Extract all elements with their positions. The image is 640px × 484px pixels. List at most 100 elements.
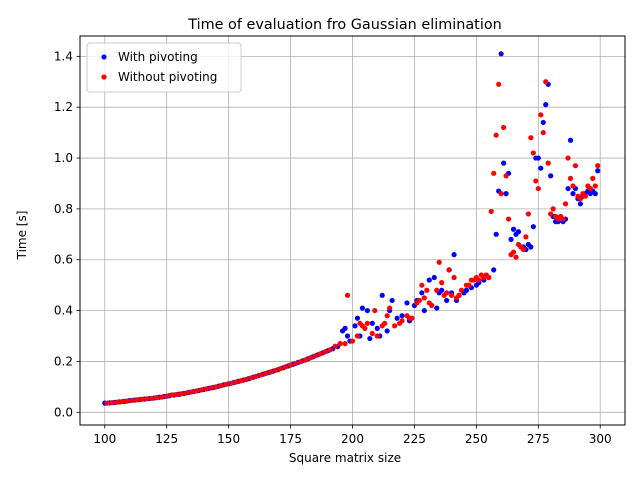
data-point [208, 385, 214, 391]
data-point [213, 384, 219, 390]
data-point [538, 112, 544, 118]
data-point [139, 396, 145, 402]
data-point [129, 397, 135, 403]
x-tick-label: 100 [93, 432, 116, 446]
data-point [394, 315, 400, 321]
data-point [466, 282, 472, 288]
data-point [491, 267, 497, 273]
data-point [535, 185, 541, 192]
data-point [362, 325, 368, 331]
data-point [565, 155, 571, 161]
data-point [287, 362, 294, 368]
data-point [364, 320, 370, 326]
data-point [434, 287, 440, 293]
data-point [292, 360, 299, 367]
data-point [565, 185, 571, 192]
x-tick-label: 200 [341, 432, 364, 446]
data-point [572, 163, 579, 169]
y-tick-label: 1.4 [54, 49, 73, 63]
data-point [426, 277, 432, 283]
data-point [570, 191, 576, 197]
data-point [510, 226, 517, 232]
data-point [278, 365, 284, 372]
data-point [342, 341, 348, 347]
data-point [268, 369, 274, 375]
data-point [416, 297, 422, 304]
data-point [134, 397, 140, 403]
data-point [188, 389, 195, 395]
data-points [102, 51, 601, 406]
data-point [444, 290, 450, 296]
data-point [424, 287, 430, 293]
data-point [543, 102, 549, 108]
data-point [592, 183, 598, 189]
data-point [124, 398, 130, 404]
data-point [530, 150, 536, 156]
data-point [384, 313, 390, 319]
data-point [491, 170, 497, 176]
data-point [577, 201, 584, 207]
y-axis-label: Time [s] [15, 211, 29, 261]
data-point [369, 320, 375, 326]
data-point [463, 287, 470, 293]
data-point [159, 394, 165, 400]
data-point [595, 163, 601, 169]
data-point [530, 224, 536, 230]
data-point [399, 318, 405, 324]
data-point [525, 211, 531, 217]
data-point [322, 349, 328, 355]
data-point [374, 333, 380, 339]
data-point [223, 381, 229, 387]
data-point [543, 79, 549, 85]
data-point [387, 305, 393, 311]
data-point [218, 382, 224, 389]
data-point [434, 305, 440, 311]
data-point [243, 376, 249, 383]
data-point [523, 234, 529, 240]
data-point [228, 380, 234, 386]
data-point [238, 378, 244, 384]
data-point [503, 191, 509, 197]
x-tick-label: 150 [217, 432, 240, 446]
legend-box [86, 42, 242, 93]
data-point [448, 292, 455, 298]
data-point [446, 267, 452, 273]
data-point [364, 307, 370, 314]
data-point [567, 137, 574, 143]
data-point [164, 393, 170, 399]
data-point [302, 357, 309, 363]
data-point [431, 274, 437, 281]
data-point [498, 191, 504, 197]
chart-title: Time of evaluation fro Gaussian eliminat… [187, 17, 502, 33]
data-point [590, 175, 596, 181]
data-point [263, 370, 269, 376]
data-point [562, 201, 569, 207]
data-point [392, 323, 398, 329]
data-point [421, 295, 427, 301]
data-point [342, 325, 348, 331]
data-point [297, 359, 304, 365]
data-point [104, 400, 110, 406]
data-point [560, 216, 566, 222]
data-point [503, 173, 509, 179]
data-point [198, 387, 204, 393]
data-point [501, 124, 507, 131]
data-point [548, 211, 554, 217]
data-point [550, 206, 556, 212]
data-point [344, 292, 351, 298]
legend-label: With pivoting [118, 50, 198, 64]
data-point [337, 341, 343, 347]
grid [80, 36, 625, 425]
data-point [389, 297, 395, 304]
data-point [178, 391, 185, 397]
data-point [498, 51, 504, 57]
data-point [317, 351, 323, 357]
data-point [419, 282, 425, 288]
data-point [372, 307, 378, 314]
data-point [505, 216, 512, 222]
data-point [354, 333, 361, 339]
y-tick-label: 1.2 [54, 100, 73, 114]
data-point [592, 191, 598, 197]
